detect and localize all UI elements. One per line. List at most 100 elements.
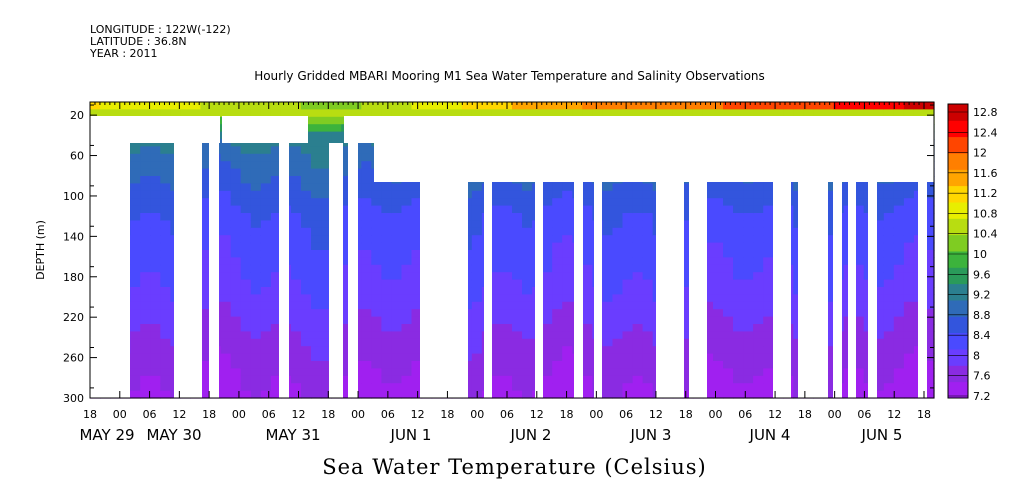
data-gap xyxy=(130,116,220,143)
heat-cell xyxy=(220,257,232,266)
heat-cell xyxy=(763,309,774,318)
heat-cell xyxy=(130,227,141,236)
heat-cell xyxy=(371,287,382,295)
heat-cell xyxy=(401,272,413,281)
heat-cell xyxy=(702,279,714,288)
heat-cell xyxy=(622,287,634,295)
heat-cell xyxy=(542,316,553,325)
latitude-label: LATITUDE : 36.8N xyxy=(90,35,187,48)
heat-cell xyxy=(150,176,161,184)
heat-cell xyxy=(733,227,744,236)
heat-cell xyxy=(924,242,935,251)
heat-cell xyxy=(512,227,523,236)
heat-cell xyxy=(632,198,644,207)
heat-cell xyxy=(270,324,282,332)
heat-cell xyxy=(321,235,332,244)
heat-cell xyxy=(130,353,141,362)
heat-cell xyxy=(853,264,865,273)
heat-cell xyxy=(642,220,654,229)
heat-cell xyxy=(471,338,483,347)
heat-cell xyxy=(321,346,332,355)
heat-cell xyxy=(512,102,523,110)
heat-cell xyxy=(260,146,272,155)
heat-cell xyxy=(411,309,423,318)
x-day-label: JUN 3 xyxy=(630,426,672,444)
heat-cell xyxy=(130,361,141,369)
heat-cell xyxy=(200,264,212,273)
heat-cell xyxy=(582,375,593,384)
heat-cell xyxy=(491,279,503,288)
heat-cell xyxy=(321,375,332,384)
heat-cell xyxy=(301,198,312,207)
heat-cell xyxy=(270,220,282,229)
y-tick-label: 300 xyxy=(63,392,84,405)
heat-cell xyxy=(250,375,262,384)
heat-cell xyxy=(401,257,413,266)
heat-cell xyxy=(130,213,141,221)
heat-cell xyxy=(702,294,714,303)
heat-cell xyxy=(471,227,483,236)
heat-cell xyxy=(230,324,242,332)
heat-cell xyxy=(291,309,302,318)
heat-cell xyxy=(270,190,282,199)
heat-cell xyxy=(140,375,151,384)
heat-cell xyxy=(291,235,302,244)
x-hour-label: 12 xyxy=(411,408,425,421)
heat-cell xyxy=(883,242,895,251)
heat-cell xyxy=(270,242,282,251)
heat-cell xyxy=(291,153,302,162)
heat-cell xyxy=(753,353,764,362)
heat-cell xyxy=(160,242,171,251)
heat-cell xyxy=(924,198,935,207)
heat-cell xyxy=(401,316,413,325)
x-hour-label: 18 xyxy=(917,408,931,421)
heat-cell xyxy=(140,227,151,236)
heat-cell xyxy=(622,264,634,273)
heat-cell xyxy=(883,316,895,325)
heat-cell xyxy=(642,346,654,355)
heat-cell xyxy=(361,242,372,251)
heat-cell xyxy=(562,102,573,110)
heat-cell xyxy=(642,190,654,199)
heat-cell xyxy=(391,264,402,273)
heat-cell xyxy=(702,235,714,244)
heat-cell xyxy=(130,257,141,266)
heat-cell xyxy=(853,227,865,236)
heat-cell xyxy=(260,331,272,340)
heat-cell xyxy=(743,272,754,281)
heat-cell xyxy=(301,190,312,199)
heat-cell xyxy=(903,109,915,118)
heat-cell xyxy=(140,287,151,295)
heat-cell xyxy=(401,205,413,214)
heat-cell xyxy=(562,309,573,318)
heat-cell xyxy=(632,368,644,377)
heat-cell xyxy=(381,294,392,303)
heat-cell xyxy=(612,390,624,399)
heat-cell xyxy=(321,227,332,236)
heat-cell xyxy=(421,102,433,110)
heat-cell xyxy=(763,279,774,288)
heat-cell xyxy=(522,390,533,399)
heat-cell xyxy=(853,375,865,384)
heat-cell xyxy=(522,353,533,362)
heat-cell xyxy=(753,235,764,244)
heat-cell xyxy=(542,390,553,399)
heat-cell xyxy=(823,353,835,362)
heat-cell xyxy=(230,301,242,310)
variable-title: Sea Water Temperature (Celsius) xyxy=(322,455,707,479)
heat-cell xyxy=(903,213,915,221)
heat-cell xyxy=(311,353,322,362)
x-hour-label: 18 xyxy=(202,408,216,421)
heat-cell xyxy=(873,183,885,192)
heat-cell xyxy=(552,346,563,355)
heat-cell xyxy=(893,227,905,236)
heat-cell xyxy=(552,287,563,295)
heat-cell xyxy=(562,279,573,288)
heat-cell xyxy=(612,279,624,288)
data-gaps xyxy=(90,116,934,398)
heat-cell xyxy=(562,346,573,355)
heat-cell xyxy=(853,235,865,244)
heat-cell xyxy=(371,294,382,303)
heat-cell xyxy=(713,353,724,362)
heat-cell xyxy=(682,361,694,369)
